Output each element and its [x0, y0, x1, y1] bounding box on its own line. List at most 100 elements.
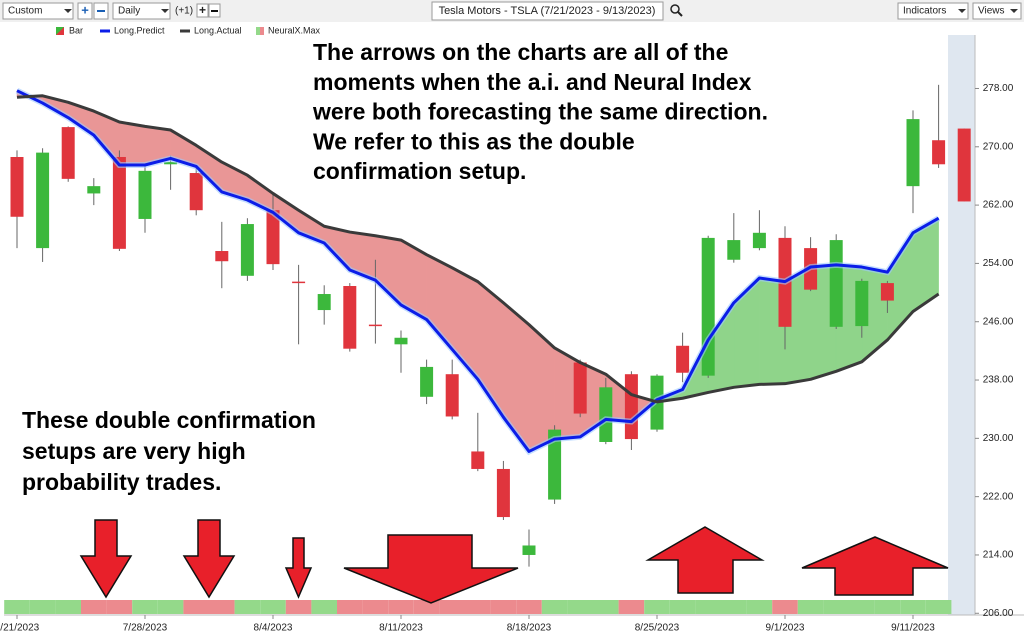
- candle-body: [445, 374, 459, 417]
- down-arrow: [343, 534, 519, 604]
- x-tick-label: 8/25/2023: [635, 623, 680, 634]
- annotation-line: probability trades.: [22, 469, 221, 495]
- line: [16, 89, 940, 453]
- legend-icon: [260, 27, 264, 35]
- signal-segment: [439, 600, 465, 614]
- offset-text: (+1): [175, 6, 193, 17]
- plus-icon: +: [81, 2, 89, 17]
- signal-segment: [311, 600, 337, 614]
- y-tick-label: 270.00: [983, 141, 1014, 152]
- signal-segment: [81, 600, 107, 614]
- y-tick-label: 230.00: [983, 433, 1014, 444]
- legend-icon: [256, 27, 260, 35]
- signal-segment: [29, 600, 56, 614]
- views-select[interactable]: [972, 2, 1022, 20]
- dropdown-icon: [64, 9, 72, 13]
- candle-body: [752, 232, 766, 249]
- dropdown-icon: [161, 9, 169, 13]
- indicators-select[interactable]: [897, 2, 969, 20]
- signal-segment: [362, 600, 389, 614]
- y-tick-label: 278.00: [983, 83, 1014, 94]
- search-icon[interactable]: [670, 4, 680, 14]
- offset-plus[interactable]: [196, 3, 209, 18]
- signal-segment: [746, 600, 773, 614]
- line: [16, 94, 940, 404]
- down-arrow: [79, 519, 133, 599]
- candle-body: [471, 451, 485, 469]
- plus-icon: +: [199, 3, 206, 17]
- annotation-line: The arrows on the charts are all of the: [313, 39, 728, 65]
- minus-icon: [211, 10, 218, 12]
- candle-body: [880, 283, 894, 301]
- candle-body: [496, 468, 510, 518]
- signal-segment: [209, 600, 235, 614]
- annotation-line: moments when the a.i. and Neural Index: [313, 69, 752, 95]
- signal-segment: [285, 600, 312, 614]
- signal-segment: [260, 600, 286, 614]
- search-icon-handle: [677, 11, 683, 17]
- candle-body: [189, 173, 203, 211]
- y-tick-label: 214.00: [983, 550, 1014, 561]
- annotation-line: confirmation setup.: [313, 158, 526, 184]
- signal-segment: [925, 600, 952, 614]
- candle-body: [61, 127, 75, 179]
- signal-segment: [465, 600, 491, 614]
- x-tick-label: 8/4/2023: [254, 623, 293, 634]
- candle-body: [727, 240, 741, 260]
- signal-segment: [593, 600, 619, 614]
- signal-segment: [490, 600, 517, 614]
- period-select[interactable]: [2, 2, 74, 20]
- signal-segment: [106, 600, 133, 614]
- signal-segment: [823, 600, 849, 614]
- legend-icon: [56, 27, 64, 35]
- annotation-line: We refer to this as the double: [313, 128, 635, 154]
- legend-label: Long.Actual: [194, 25, 242, 35]
- candle-body: [676, 345, 690, 373]
- candle-body: [420, 366, 434, 397]
- candle-body: [87, 186, 101, 194]
- signal-segment: [695, 600, 721, 614]
- candle-body: [829, 240, 843, 327]
- legend-label: NeuralX.Max: [268, 25, 321, 35]
- candle-body: [112, 156, 126, 249]
- candle-body: [522, 545, 536, 555]
- x-tick-label: 8/18/2023: [507, 623, 552, 634]
- candle-body: [624, 374, 638, 440]
- candle-body: [599, 387, 613, 442]
- y-tick-label: 246.00: [983, 316, 1014, 327]
- up-arrow: [801, 536, 949, 596]
- signal-segment: [618, 600, 645, 614]
- candle-body: [906, 119, 920, 187]
- symbol-box[interactable]: [431, 1, 664, 21]
- signal-segment: [644, 600, 670, 614]
- interval-select[interactable]: [112, 2, 171, 20]
- zoom-in-button[interactable]: [77, 2, 93, 20]
- signal-segment: [797, 600, 824, 614]
- x-tick-label: 9/11/2023: [891, 623, 935, 634]
- annotation-line: These double confirmation: [22, 407, 316, 433]
- y-tick-label: 254.00: [983, 258, 1014, 269]
- candle-body: [573, 362, 587, 414]
- up-arrow: [645, 526, 765, 594]
- signal-segment: [4, 600, 30, 614]
- signal-segment: [541, 600, 568, 614]
- candle-body: [164, 162, 178, 165]
- signal-segment: [900, 600, 926, 614]
- candle-body: [548, 429, 562, 500]
- candle-body: [266, 210, 280, 265]
- signal-segment: [132, 600, 158, 614]
- signal-segment: [157, 600, 184, 614]
- minus-icon: [97, 10, 105, 12]
- candle-body: [138, 170, 152, 219]
- signal-segment: [567, 600, 593, 614]
- candle-body: [215, 251, 229, 262]
- x-tick-label: 7/21/2023: [0, 623, 40, 634]
- x-tick-label: 8/11/2023: [379, 623, 423, 634]
- candle-body: [317, 294, 331, 311]
- signal-segment: [721, 600, 747, 614]
- candle-body: [240, 224, 254, 276]
- signal-segment: [772, 600, 798, 614]
- arrows: [79, 519, 949, 604]
- down-arrow: [284, 537, 313, 599]
